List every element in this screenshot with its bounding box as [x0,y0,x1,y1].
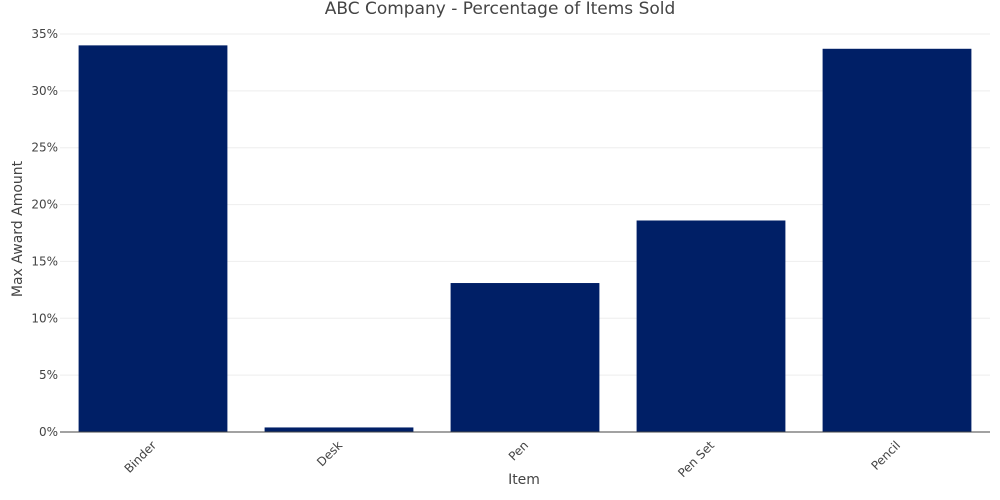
bar-pencil [823,49,972,432]
y-tick-label: 30% [31,84,58,98]
x-tick-label: Pen [506,438,531,463]
y-tick-label: 25% [31,141,58,155]
x-tick-label: Desk [314,438,345,469]
x-tick-label: Pencil [868,438,903,473]
chart-title: ABC Company - Percentage of Items Sold [325,0,676,19]
bar-desk [265,427,414,432]
x-tick-label: Pen Set [675,438,717,480]
y-tick-label: 35% [31,27,58,41]
bar-pen-set [637,220,786,432]
y-tick-label: 5% [39,368,58,382]
x-tick-label: Binder [122,438,160,476]
y-tick-label: 0% [39,425,58,439]
bar-binder [79,45,228,432]
y-axis-ticks: 0% 5% 10% 15% 20% 25% 30% 35% [31,27,58,439]
y-tick-label: 10% [31,311,58,325]
bars [79,45,972,432]
bar-pen [451,283,600,432]
y-tick-label: 20% [31,198,58,212]
y-tick-label: 15% [31,254,58,268]
x-axis-title: Item [508,472,540,488]
y-axis-title: Max Award Amount [10,160,26,297]
